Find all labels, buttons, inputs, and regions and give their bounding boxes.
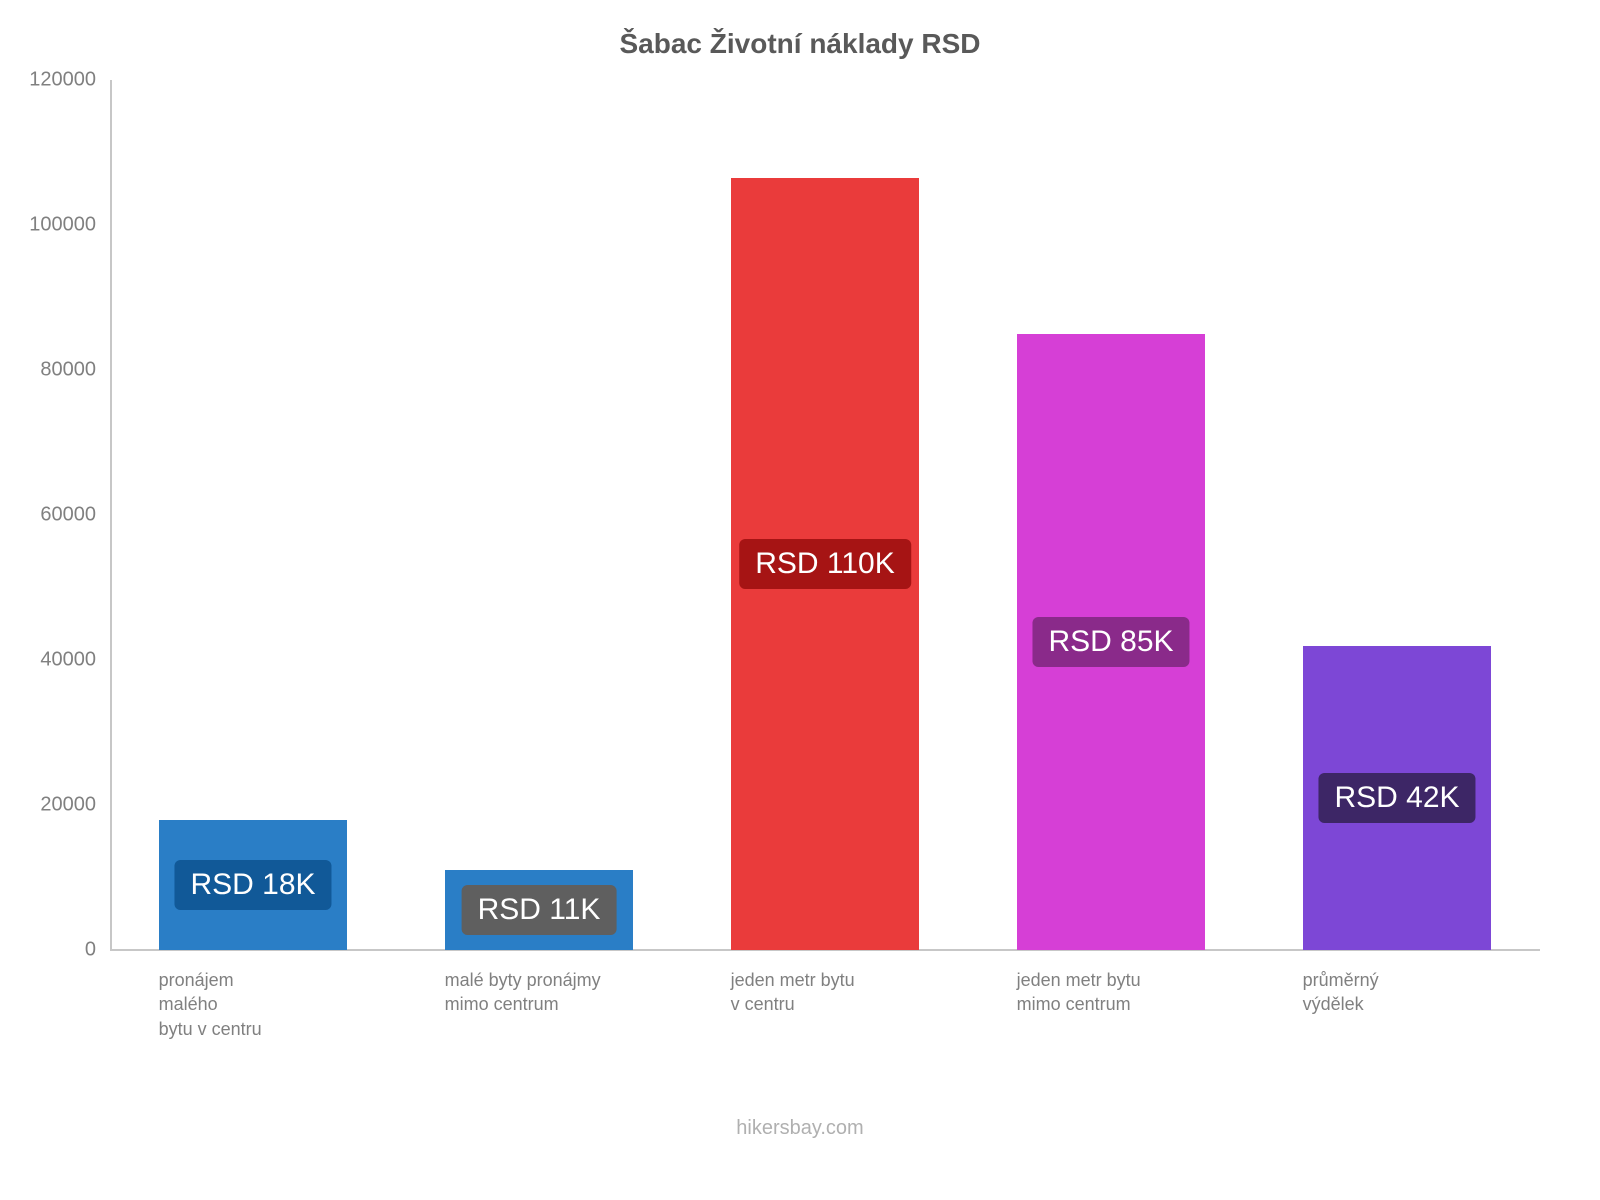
bar-value-label: RSD 18K <box>174 860 331 910</box>
chart-footer: hikersbay.com <box>0 1117 1600 1140</box>
y-tick-label: 120000 <box>29 69 110 92</box>
plot-area: 020000400006000080000100000120000RSD 18K… <box>110 80 1540 950</box>
bar-value-label: RSD 11K <box>462 885 617 935</box>
bar-value-label: RSD 42K <box>1318 773 1475 823</box>
y-tick-label: 100000 <box>29 214 110 237</box>
y-tick-label: 60000 <box>40 504 110 527</box>
bar-value-label: RSD 85K <box>1032 617 1189 667</box>
y-tick-label: 80000 <box>40 359 110 382</box>
x-tick-label: jeden metr bytumimo centrum <box>1017 950 1206 1017</box>
bar: RSD 11K <box>445 870 634 950</box>
bar: RSD 110K <box>731 178 920 950</box>
bar: RSD 85K <box>1017 334 1206 950</box>
bar: RSD 42K <box>1303 646 1492 951</box>
y-tick-label: 40000 <box>40 649 110 672</box>
y-tick-label: 0 <box>85 939 110 962</box>
y-tick-label: 20000 <box>40 794 110 817</box>
y-axis-line <box>110 80 112 950</box>
x-tick-label: průměrnývýdělek <box>1303 950 1492 1017</box>
bar-value-label: RSD 110K <box>739 539 911 589</box>
chart-container: Šabac Životní náklady RSD 02000040000600… <box>0 0 1600 1200</box>
bar: RSD 18K <box>159 820 348 951</box>
x-tick-label: pronájemmaléhobytu v centru <box>159 950 348 1041</box>
x-tick-label: malé byty pronájmymimo centrum <box>445 950 634 1017</box>
chart-title: Šabac Životní náklady RSD <box>0 28 1600 60</box>
x-tick-label: jeden metr bytuv centru <box>731 950 920 1017</box>
